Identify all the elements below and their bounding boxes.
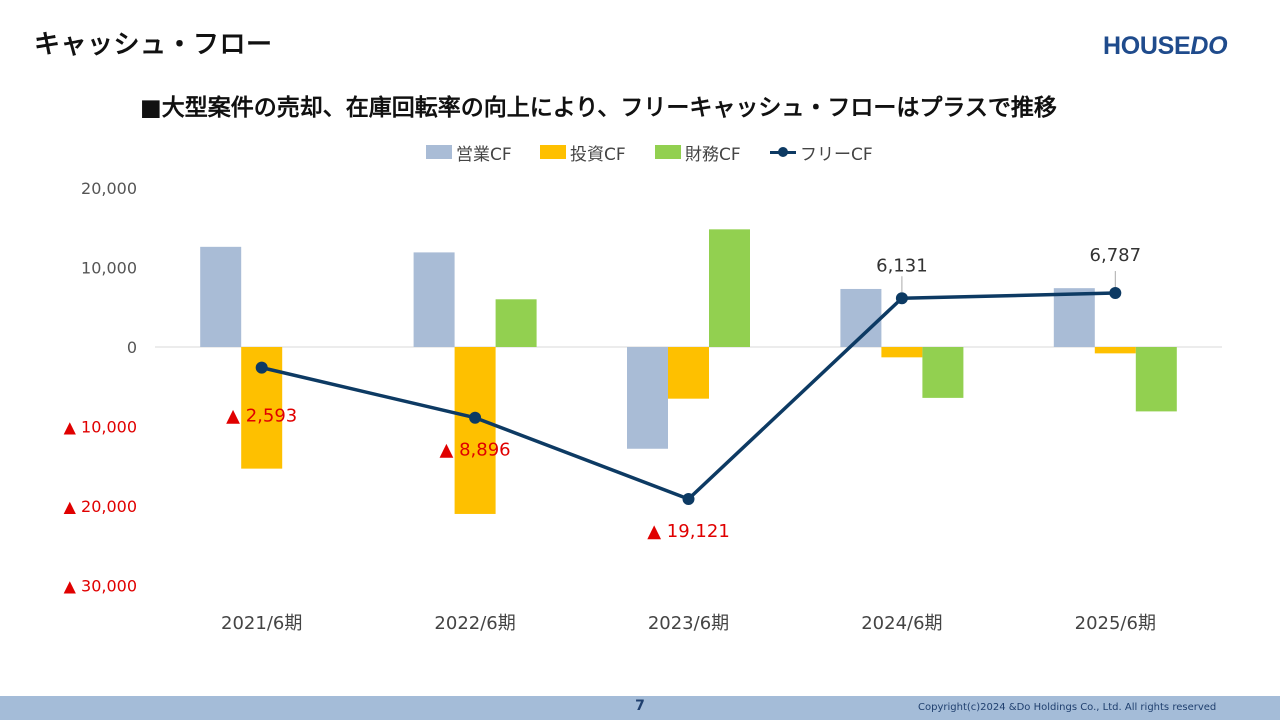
legend-item-free-cf: フリーCF	[770, 140, 873, 165]
page-number: 7	[635, 698, 645, 714]
free-cf-data-label: 6,131	[876, 255, 928, 276]
legend-item-investing-cf: 投資CF	[540, 140, 626, 165]
bar-operating-cf	[200, 246, 242, 347]
legend-line-free-cf	[770, 145, 796, 159]
bar-investing-cf	[1094, 347, 1136, 354]
chart-subtitle: ■大型案件の売却、在庫回転率の向上により、フリーキャッシュ・フローはプラスで推移	[140, 95, 1057, 121]
y-tick-label: ▲ 30,000	[64, 577, 137, 596]
legend-item-financing-cf: 財務CF	[655, 140, 741, 165]
company-logo: HOUSEDO	[1103, 32, 1228, 60]
bar-investing-cf	[454, 347, 496, 514]
bar-financing-cf	[922, 347, 964, 398]
bar-investing-cf	[668, 347, 709, 399]
free-cf-data-label: ▲ 8,896	[440, 440, 511, 461]
legend-label: 営業CF	[456, 144, 512, 165]
legend-swatch-investing-cf	[540, 145, 566, 159]
free-cf-data-label: ▲ 2,593	[226, 406, 297, 427]
legend-label: 財務CF	[685, 144, 741, 165]
free-cf-point	[1109, 287, 1122, 300]
x-tick-label: 2024/6期	[861, 613, 942, 634]
bar-financing-cf	[709, 229, 750, 347]
bar-operating-cf	[413, 252, 455, 347]
copyright-text: Copyright(c)2024 &Do Holdings Co., Ltd. …	[918, 702, 1217, 713]
legend-item-operating-cf: 営業CF	[426, 140, 512, 165]
bar-investing-cf	[881, 347, 923, 358]
x-tick-label: 2022/6期	[434, 613, 515, 634]
y-tick-label: 0	[127, 338, 137, 357]
bar-operating-cf	[627, 347, 668, 449]
free-cf-point	[469, 411, 482, 424]
x-tick-label: 2025/6期	[1075, 613, 1156, 634]
bar-financing-cf	[495, 299, 537, 347]
legend-label: フリーCF	[800, 144, 873, 165]
free-cf-data-label: ▲ 19,121	[647, 521, 730, 542]
free-cf-point	[895, 292, 908, 305]
free-cf-point	[682, 493, 695, 506]
bar-financing-cf	[1135, 347, 1177, 412]
x-tick-label: 2021/6期	[221, 613, 302, 634]
legend-label: 投資CF	[570, 144, 626, 165]
legend-swatch-financing-cf	[655, 145, 681, 159]
bar-operating-cf	[1053, 288, 1095, 347]
y-tick-label: ▲ 10,000	[64, 418, 137, 437]
footer-bar	[0, 696, 1280, 720]
y-tick-label: ▲ 20,000	[64, 497, 137, 516]
legend-swatch-operating-cf	[426, 145, 452, 159]
x-tick-label: 2023/6期	[648, 613, 729, 634]
chart-legend: 営業CF 投資CF 財務CF フリーCF	[0, 140, 1280, 165]
free-cf-point	[255, 361, 268, 374]
page-title: キャッシュ・フロー	[34, 30, 273, 60]
free-cf-data-label: 6,787	[1090, 245, 1142, 266]
y-tick-label: 10,000	[81, 259, 137, 278]
y-tick-label: 20,000	[81, 179, 137, 198]
